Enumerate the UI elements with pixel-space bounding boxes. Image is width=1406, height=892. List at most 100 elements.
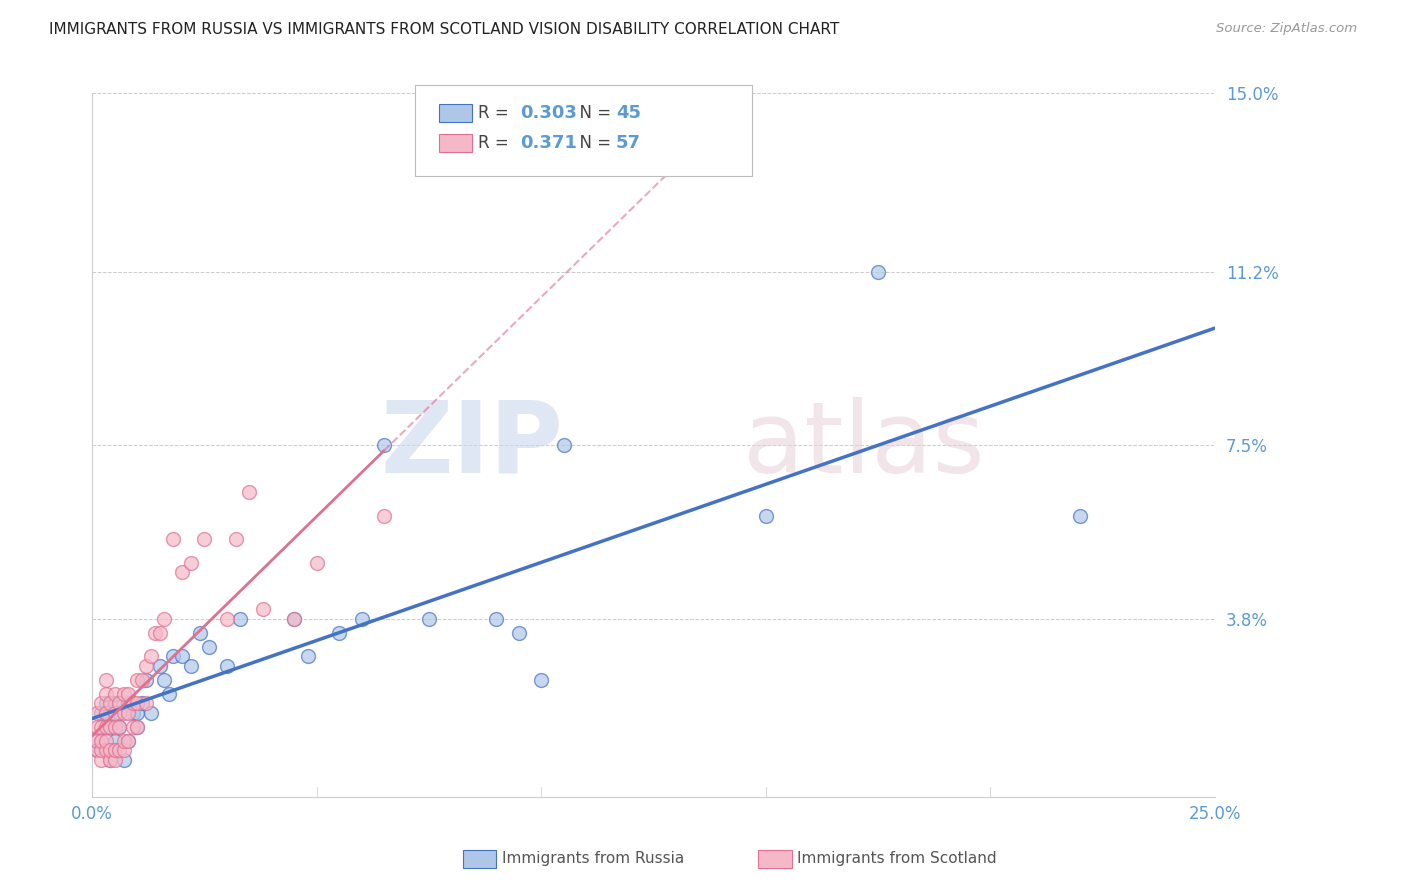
Point bbox=[215, 612, 238, 626]
Text: N =: N = bbox=[569, 104, 617, 122]
Point bbox=[418, 612, 440, 626]
Point bbox=[866, 265, 889, 279]
Point bbox=[104, 734, 127, 748]
Point bbox=[135, 658, 157, 673]
Point bbox=[170, 565, 193, 579]
Point bbox=[108, 743, 131, 757]
Point bbox=[135, 696, 157, 710]
Point bbox=[90, 734, 112, 748]
Point bbox=[121, 706, 143, 720]
Text: Immigrants from Russia: Immigrants from Russia bbox=[502, 851, 685, 865]
Point bbox=[90, 696, 112, 710]
Point bbox=[90, 743, 112, 757]
Text: 45: 45 bbox=[616, 104, 641, 122]
Point bbox=[180, 556, 202, 570]
Point bbox=[125, 720, 148, 734]
Point bbox=[1069, 508, 1091, 523]
Point bbox=[94, 743, 117, 757]
Point bbox=[215, 658, 238, 673]
Point bbox=[94, 720, 117, 734]
Point bbox=[108, 720, 131, 734]
Point bbox=[86, 734, 108, 748]
Point bbox=[229, 612, 252, 626]
Point bbox=[373, 508, 395, 523]
Point bbox=[104, 687, 127, 701]
Point bbox=[117, 734, 139, 748]
Point bbox=[131, 673, 153, 687]
Point bbox=[297, 649, 319, 664]
Point bbox=[94, 687, 117, 701]
Point bbox=[162, 532, 184, 546]
Text: 57: 57 bbox=[616, 134, 641, 152]
Point bbox=[153, 612, 176, 626]
Point bbox=[135, 673, 157, 687]
Text: ZIP: ZIP bbox=[381, 397, 564, 494]
Point bbox=[283, 612, 305, 626]
Point bbox=[104, 743, 127, 757]
Point bbox=[104, 743, 127, 757]
Point bbox=[125, 706, 148, 720]
Point bbox=[104, 706, 127, 720]
Point bbox=[94, 706, 117, 720]
Point bbox=[170, 649, 193, 664]
Point bbox=[112, 753, 135, 767]
Text: IMMIGRANTS FROM RUSSIA VS IMMIGRANTS FROM SCOTLAND VISION DISABILITY CORRELATION: IMMIGRANTS FROM RUSSIA VS IMMIGRANTS FRO… bbox=[49, 22, 839, 37]
Text: N =: N = bbox=[569, 134, 617, 152]
Point bbox=[112, 734, 135, 748]
Point bbox=[108, 720, 131, 734]
Point bbox=[148, 658, 170, 673]
Point bbox=[193, 532, 215, 546]
Text: Immigrants from Scotland: Immigrants from Scotland bbox=[797, 851, 997, 865]
Point bbox=[94, 673, 117, 687]
Point bbox=[112, 743, 135, 757]
Point bbox=[117, 706, 139, 720]
Point bbox=[188, 626, 211, 640]
Point bbox=[104, 720, 127, 734]
Point bbox=[125, 696, 148, 710]
Point bbox=[98, 753, 121, 767]
Point bbox=[350, 612, 373, 626]
Point bbox=[238, 485, 260, 500]
Point bbox=[90, 720, 112, 734]
Point bbox=[94, 696, 117, 710]
Point bbox=[112, 706, 135, 720]
Point bbox=[225, 532, 247, 546]
Point bbox=[121, 720, 143, 734]
Point bbox=[373, 438, 395, 452]
Point bbox=[198, 640, 221, 654]
Point bbox=[328, 626, 350, 640]
Text: Source: ZipAtlas.com: Source: ZipAtlas.com bbox=[1216, 22, 1357, 36]
Point bbox=[86, 743, 108, 757]
Point bbox=[112, 687, 135, 701]
Point bbox=[131, 696, 153, 710]
Text: R =: R = bbox=[478, 104, 515, 122]
Point bbox=[283, 612, 305, 626]
Point bbox=[108, 706, 131, 720]
Point bbox=[86, 706, 108, 720]
Point bbox=[117, 687, 139, 701]
Point bbox=[143, 626, 166, 640]
Point bbox=[98, 720, 121, 734]
Point bbox=[180, 658, 202, 673]
Point bbox=[117, 696, 139, 710]
Point bbox=[94, 720, 117, 734]
Point bbox=[90, 734, 112, 748]
Point bbox=[104, 753, 127, 767]
Point bbox=[485, 612, 508, 626]
Point bbox=[121, 696, 143, 710]
Point bbox=[305, 556, 328, 570]
Point bbox=[530, 673, 553, 687]
Text: R =: R = bbox=[478, 134, 515, 152]
Point bbox=[98, 720, 121, 734]
Point bbox=[252, 602, 274, 616]
Point bbox=[153, 673, 176, 687]
Text: 0.303: 0.303 bbox=[520, 104, 576, 122]
Point bbox=[508, 626, 530, 640]
Point bbox=[125, 720, 148, 734]
Point bbox=[117, 734, 139, 748]
Point bbox=[104, 696, 127, 710]
Point bbox=[108, 696, 131, 710]
Point bbox=[98, 743, 121, 757]
Point bbox=[125, 673, 148, 687]
Point bbox=[98, 696, 121, 710]
